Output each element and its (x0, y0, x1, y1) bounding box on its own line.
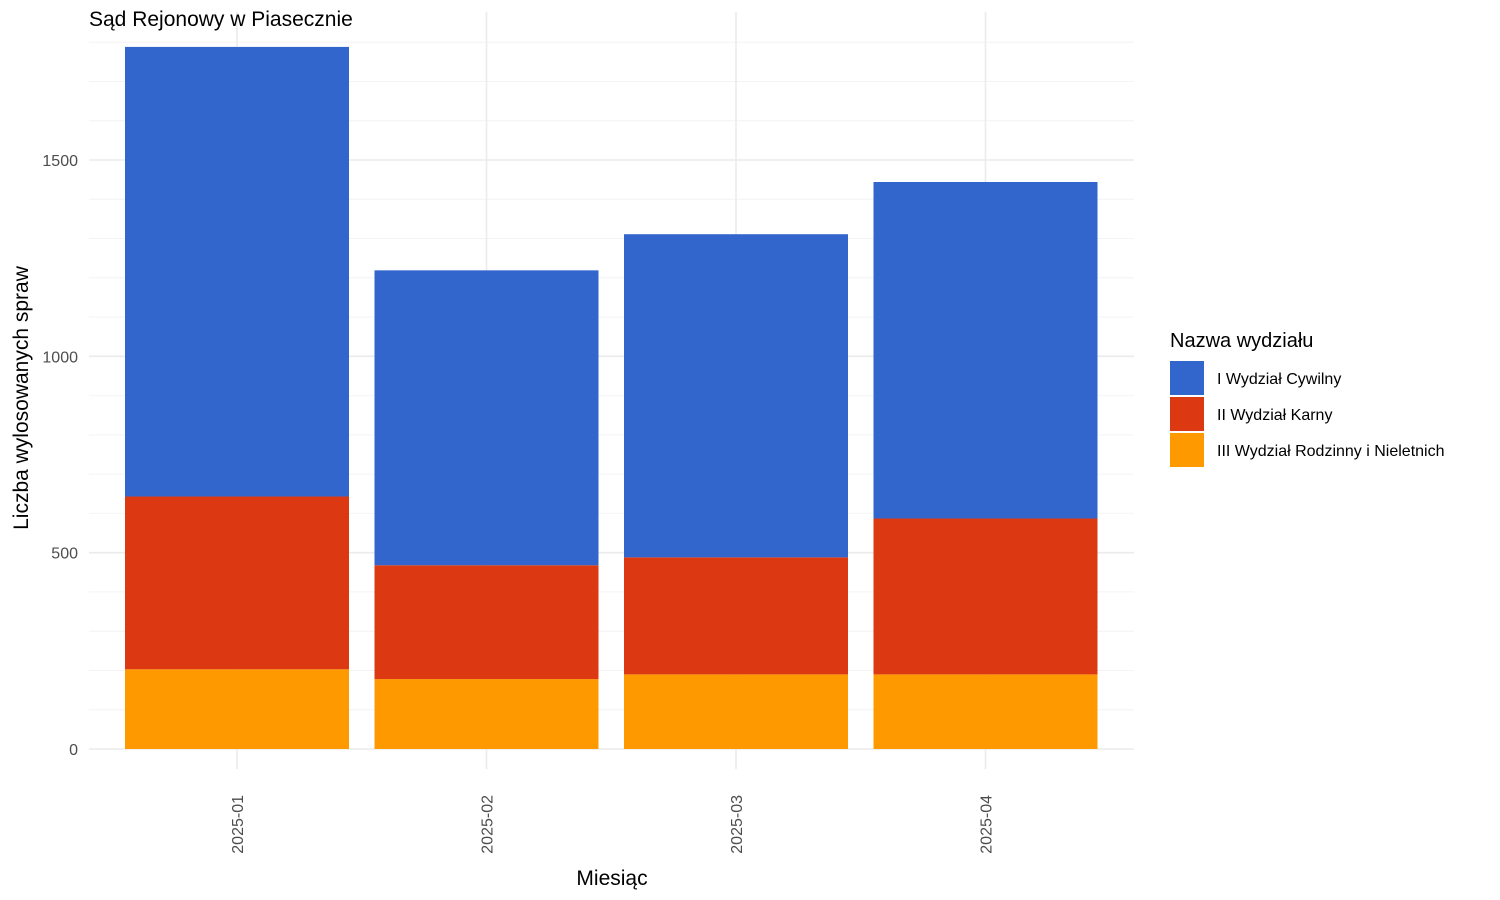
bar-segment (125, 669, 349, 749)
legend-label: III Wydział Rodzinny i Nieletnich (1217, 443, 1445, 460)
legend-swatch (1170, 433, 1204, 467)
y-tick-label: 500 (51, 546, 78, 563)
x-tick-label: 2025-04 (979, 795, 996, 854)
bar-segment (873, 518, 1098, 675)
bar-segment (873, 674, 1098, 749)
y-axis-ticks: 0 500 1000 1500 (42, 153, 78, 759)
x-axis-ticks: 2025-01 2025-02 2025-03 2025-04 (230, 795, 996, 854)
bar-segment (624, 674, 848, 749)
bar-segment (624, 557, 848, 675)
chart-title: Sąd Rejonowy w Piasecznie (89, 8, 353, 31)
x-tick-label: 2025-03 (729, 795, 746, 854)
bars (125, 46, 1098, 749)
legend: Nazwa wydziału I Wydział Cywilny II Wydzi… (1170, 330, 1445, 467)
bar-segment (374, 270, 599, 566)
y-tick-label: 1500 (42, 153, 78, 170)
bar-segment (125, 496, 349, 670)
bar-segment (125, 46, 349, 497)
bar-segment (374, 565, 599, 680)
bar-segment (374, 679, 599, 749)
bar-segment (624, 234, 848, 558)
legend-label: II Wydział Karny (1217, 407, 1332, 424)
y-tick-label: 0 (69, 742, 78, 759)
y-tick-label: 1000 (42, 349, 78, 366)
x-axis-title: Miesiąc (576, 867, 647, 890)
legend-swatch (1170, 397, 1204, 431)
x-tick-label: 2025-02 (480, 795, 497, 854)
legend-label: I Wydział Cywilny (1217, 371, 1341, 388)
x-tick-label: 2025-01 (230, 795, 247, 854)
legend-title: Nazwa wydziału (1170, 330, 1313, 352)
bar-segment (873, 181, 1098, 519)
legend-swatch (1170, 361, 1204, 395)
y-axis-title: Liczba wylosowanych spraw (10, 265, 33, 530)
